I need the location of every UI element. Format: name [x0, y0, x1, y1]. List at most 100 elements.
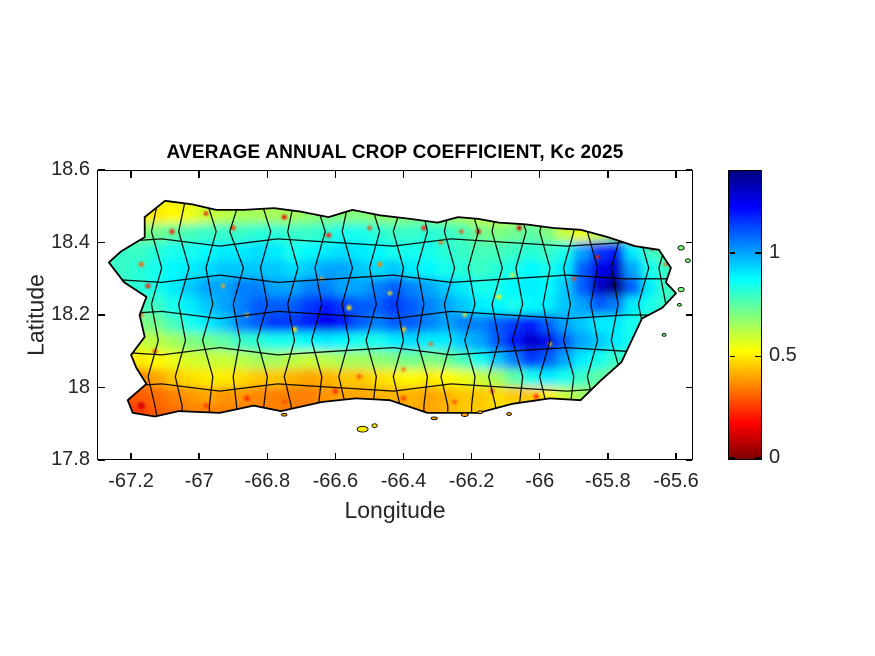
- heatmap-cell: [113, 368, 132, 389]
- heatmap-cell: [113, 296, 132, 316]
- heatmap-cell: [266, 260, 285, 280]
- y-tick-mark: [98, 169, 105, 171]
- kc-spot: [204, 211, 208, 216]
- heatmap-cell: [488, 200, 507, 207]
- heatmap-cell: [454, 332, 473, 352]
- heatmap-cell: [249, 350, 268, 370]
- heatmap-cell: [505, 423, 523, 460]
- islet: [506, 412, 512, 416]
- kc-spot: [332, 388, 339, 395]
- heatmap-cell: [522, 241, 541, 262]
- heatmap-cell: [351, 314, 370, 334]
- heatmap-cell: [437, 241, 456, 262]
- heatmap-cell: [573, 260, 592, 280]
- heatmap-cell: [522, 296, 541, 316]
- heatmap-cell: [675, 368, 676, 389]
- kc-spot: [428, 342, 433, 346]
- heatmap-cell: [505, 332, 524, 352]
- heatmap-cell: [283, 368, 302, 389]
- heatmap-cell: [471, 368, 490, 389]
- x-tick-label: -66.2: [448, 470, 495, 492]
- heatmap-cell: [402, 368, 422, 389]
- heatmap-cell: [108, 223, 115, 244]
- heatmap-cell: [658, 368, 676, 389]
- heatmap-cell: [573, 405, 592, 417]
- heatmap-cell: [164, 260, 183, 280]
- heatmap-cell: [317, 368, 336, 389]
- heatmap-cell: [108, 296, 115, 316]
- heatmap-cell: [641, 350, 660, 370]
- heatmap-cell: [334, 332, 353, 352]
- heatmap-cell: [522, 223, 541, 244]
- heatmap-cell: [590, 332, 609, 352]
- heatmap-cell: [113, 200, 132, 207]
- x-tick-mark-top: [334, 171, 337, 178]
- y-tick-mark: [98, 241, 105, 244]
- heatmap-cell: [624, 405, 643, 417]
- heatmap-cell: [675, 241, 676, 262]
- colorbar-tick-label: 0: [769, 446, 781, 468]
- heatmap-cell: [368, 405, 388, 417]
- heatmap-cell: [164, 296, 183, 316]
- heatmap-cell: [454, 223, 473, 244]
- islet: [477, 410, 483, 415]
- heatmap-cell: [573, 200, 592, 207]
- heatmap-cell: [556, 200, 575, 207]
- municipality-border: [147, 200, 163, 417]
- heatmap-cell: [402, 260, 422, 280]
- heatmap-cell: [334, 296, 353, 316]
- heatmap-cell: [522, 260, 541, 280]
- x-tick-label: -67.2: [108, 470, 154, 492]
- heatmap-cell: [590, 405, 609, 417]
- heatmap-cell: [675, 386, 676, 407]
- kc-spot: [510, 273, 515, 278]
- kc-spot: [221, 284, 225, 288]
- heatmap-cell: [351, 205, 370, 225]
- heatmap-cell: [108, 368, 115, 389]
- heatmap-cell: [317, 296, 336, 316]
- heatmap-cell: [181, 296, 200, 316]
- heatmap-cell: [607, 205, 626, 225]
- heatmap-cell: [437, 314, 456, 334]
- heatmap-cell: [147, 314, 166, 334]
- heatmap-cell: [335, 423, 353, 460]
- kc-spot: [540, 220, 546, 226]
- heatmap-cell: [607, 296, 626, 316]
- colorbar-tick-mark: [755, 252, 761, 254]
- heatmap-cell: [658, 405, 676, 417]
- y-tick-mark-right: [685, 386, 692, 389]
- heatmap-cell: [300, 368, 319, 389]
- heatmap-cell: [351, 200, 370, 207]
- heatmap-cell: [488, 423, 506, 460]
- heatmap-cell: [573, 223, 592, 244]
- colorbar-tick-mark-left: [729, 457, 735, 459]
- heatmap-cell: [505, 386, 524, 407]
- heatmap-cell: [216, 423, 234, 460]
- heatmap-cell: [624, 368, 643, 389]
- heatmap-cell: [658, 296, 676, 316]
- heatmap-cell: [198, 296, 217, 316]
- heatmap-cell: [454, 350, 473, 370]
- heatmap-cell: [164, 205, 183, 225]
- heatmap-cell: [402, 205, 422, 225]
- heatmap-cell: [232, 314, 251, 334]
- heatmap-cell: [607, 423, 625, 460]
- heatmap-cell: [215, 332, 234, 352]
- heatmap-cell: [471, 332, 490, 352]
- islet: [685, 258, 691, 263]
- heatmap-cell: [385, 350, 405, 370]
- heatmap-cell: [641, 386, 660, 407]
- municipality-border: [440, 200, 456, 417]
- heatmap-cell: [471, 278, 490, 298]
- islet: [430, 416, 438, 421]
- heatmap-cell: [164, 314, 183, 334]
- y-tick-mark: [98, 459, 105, 461]
- heatmap-cell: [675, 223, 676, 244]
- heatmap-cell: [539, 423, 557, 460]
- heatmap-cell: [334, 368, 353, 389]
- x-tick-mark-top: [470, 171, 473, 178]
- heatmap-cell: [402, 332, 422, 352]
- heatmap-cell: [419, 405, 439, 417]
- x-tick-mark: [130, 452, 132, 459]
